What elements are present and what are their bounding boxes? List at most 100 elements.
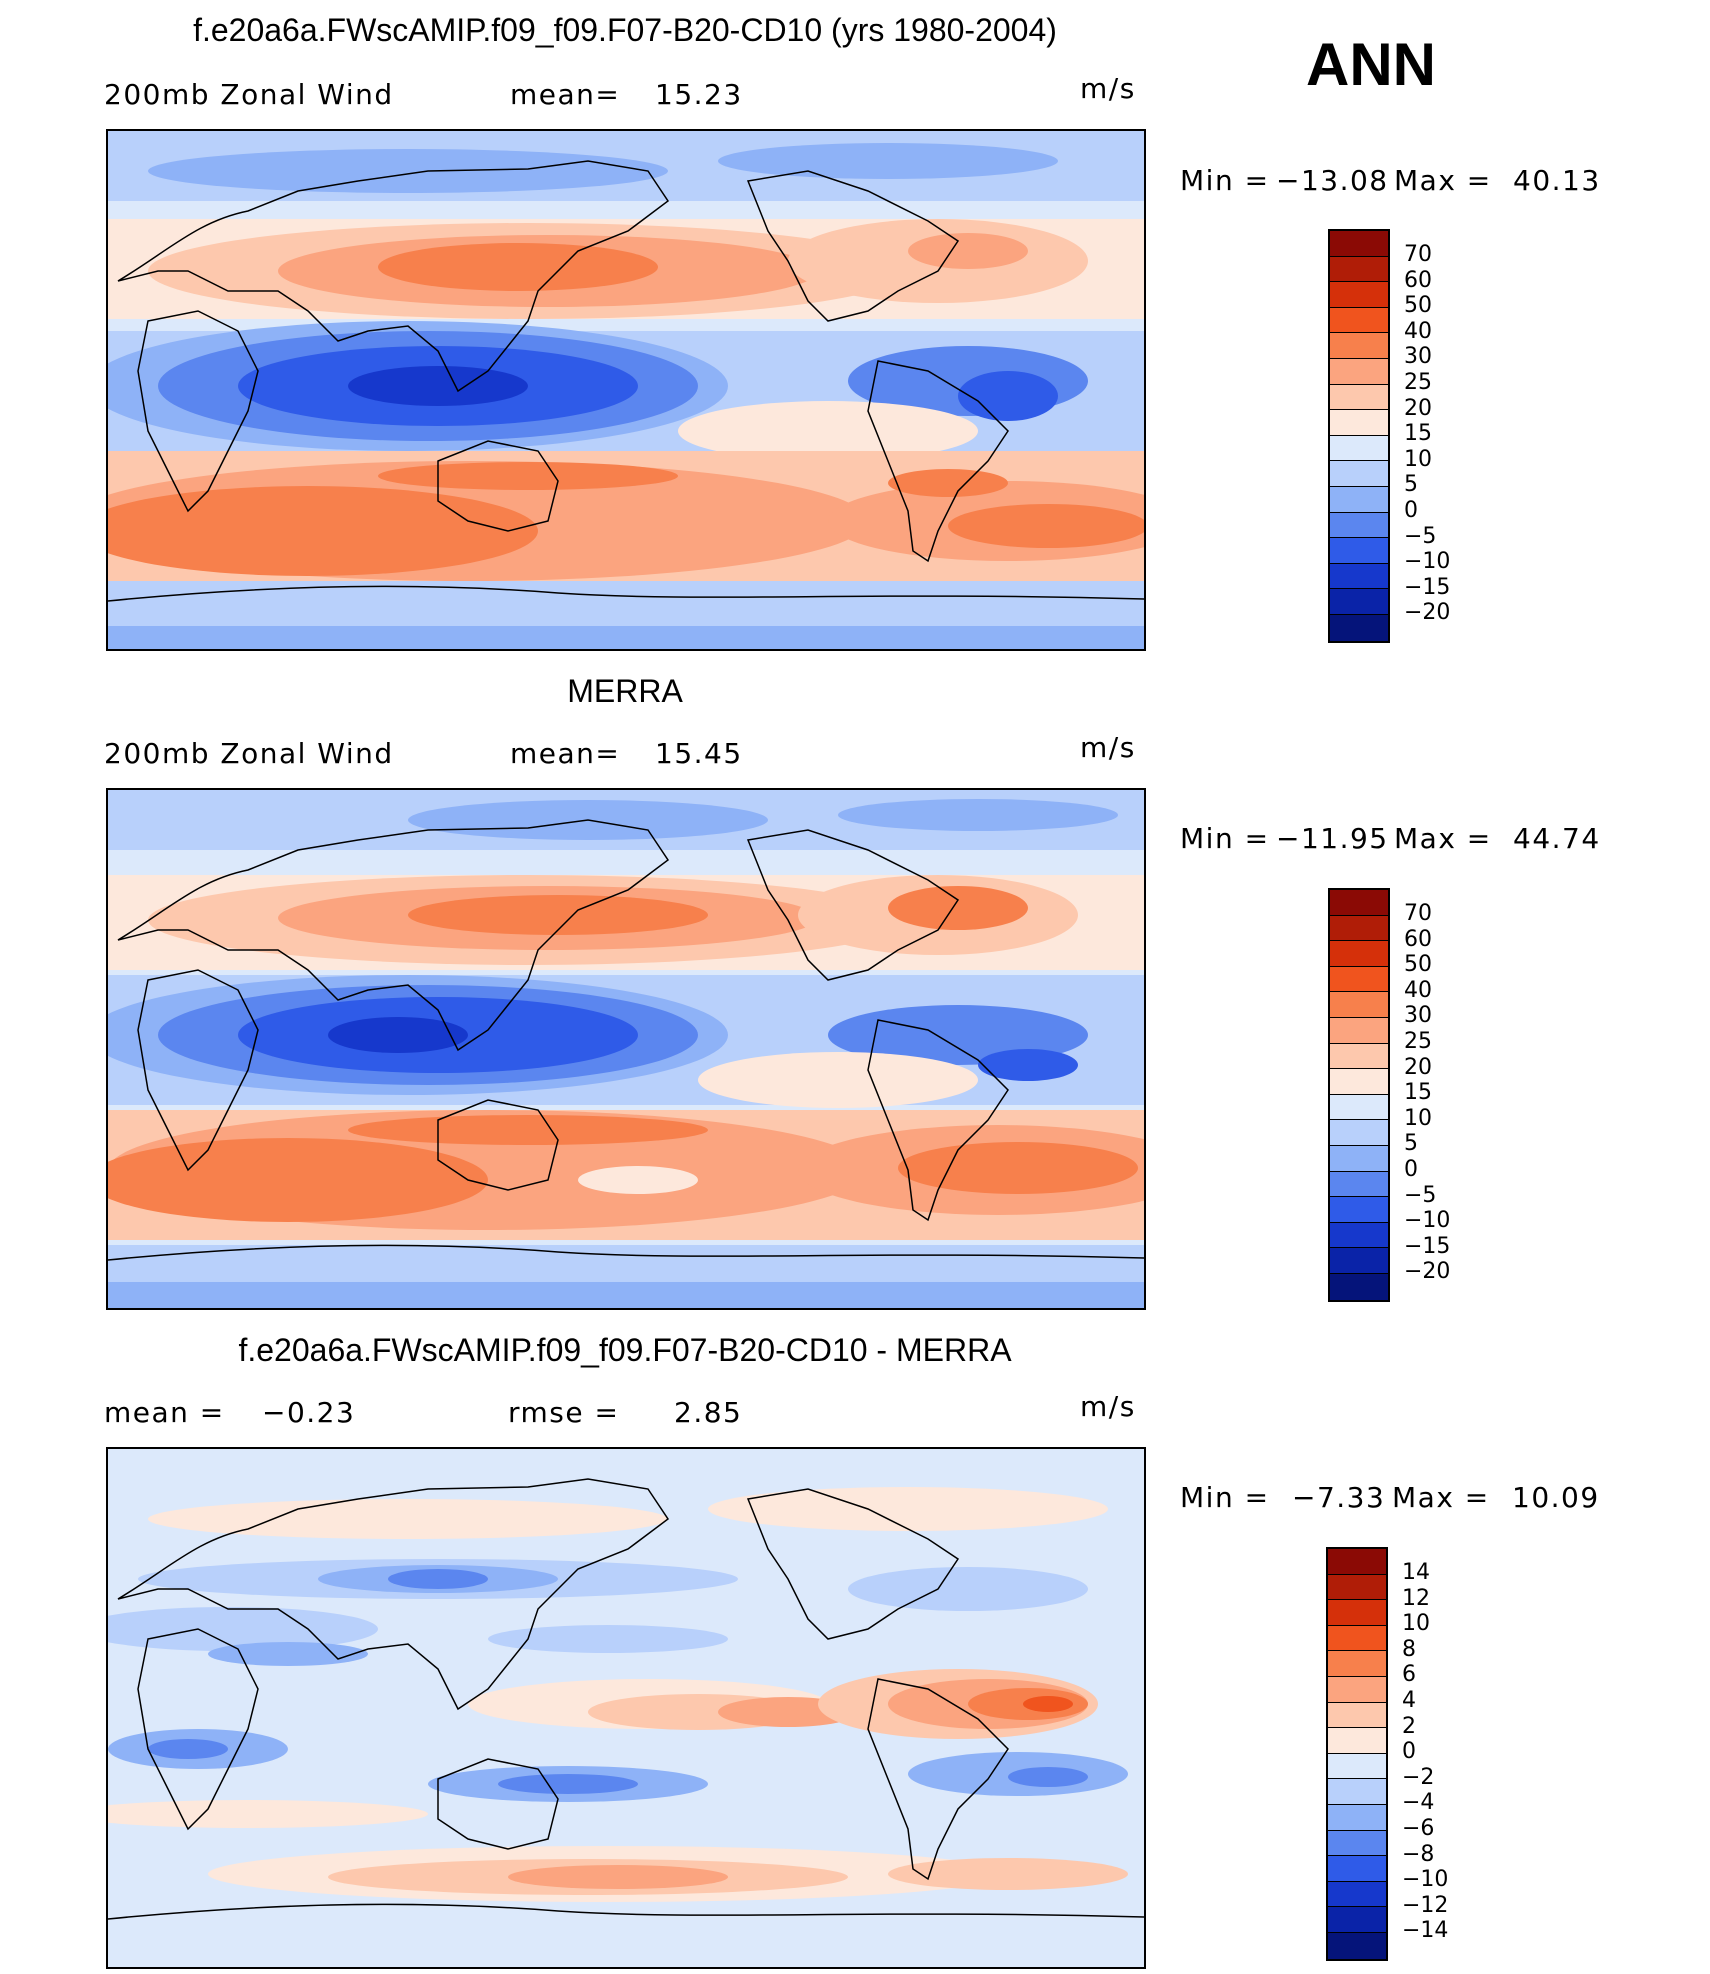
panel3-units: m/s	[1080, 1390, 1136, 1423]
colorbar-tick-label: 10	[1404, 1105, 1432, 1131]
colorbar-tick-label: 30	[1404, 1003, 1432, 1029]
panel2-mean-label: mean=	[510, 737, 621, 770]
panel2-min-value: −11.95	[1276, 822, 1389, 855]
panel1-colorbar-ticks: 70 60 50 40 30 25 20 15 10 5 0 −5 −10 −15 −20	[1404, 242, 1450, 626]
season-label: ANN	[1306, 31, 1436, 98]
colorbar-tick-label: 70	[1404, 901, 1432, 926]
colorbar-swatch	[1330, 1171, 1388, 1198]
colorbar-swatch	[1328, 1600, 1386, 1626]
colorbar-tick-label: 60	[1404, 926, 1432, 952]
colorbar-tick-label: −20	[1404, 600, 1451, 626]
colorbar-swatch	[1330, 992, 1388, 1018]
colorbar-tick-label: −20	[1404, 1259, 1451, 1285]
panel3-rmse-value: 2.85	[674, 1396, 743, 1429]
colorbar-swatch	[1328, 1728, 1386, 1754]
panel2-units: m/s	[1080, 731, 1136, 764]
colorbar-tick-label: −10	[1402, 1867, 1449, 1893]
colorbar-swatch	[1330, 1145, 1388, 1172]
panel3-min-label: Min =	[1180, 1481, 1270, 1514]
colorbar-swatch	[1328, 1856, 1386, 1882]
colorbar-tick-label: 8	[1402, 1636, 1416, 1662]
colorbar-tick-label: 15	[1404, 1080, 1432, 1106]
colorbar-swatch	[1330, 538, 1388, 564]
colorbar-swatch	[1330, 282, 1388, 308]
colorbar-tick-label: 0	[1402, 1739, 1416, 1765]
colorbar-swatch	[1328, 1702, 1386, 1729]
colorbar-tick-label: 2	[1402, 1713, 1416, 1739]
colorbar-swatch	[1328, 1779, 1386, 1805]
panel2-mean-value: 15.45	[655, 737, 743, 770]
colorbar-tick-label: −10	[1404, 1208, 1451, 1234]
colorbar-tick-label: −10	[1404, 549, 1451, 575]
colorbar-swatch	[1330, 1197, 1388, 1223]
colorbar-swatch	[1328, 1881, 1386, 1908]
panel3-min-value: −7.33	[1292, 1481, 1386, 1514]
panel3-colorbar-ticks: 14 12 10 8 6 4 2 0 −2 −4 −6 −8 −10 −12 −14	[1402, 1560, 1448, 1944]
colorbar-swatch	[1328, 1574, 1386, 1601]
colorbar-swatch	[1330, 307, 1388, 334]
panel2-contour-field	[108, 790, 1144, 1308]
colorbar-tick-label: 15	[1404, 421, 1432, 447]
colorbar-tick-label: 14	[1402, 1560, 1430, 1585]
panel1-min-label: Min =	[1180, 164, 1270, 197]
colorbar-swatch	[1328, 1676, 1386, 1703]
colorbar-tick-label: 4	[1402, 1687, 1416, 1713]
panel2-title: MERRA	[567, 673, 683, 709]
panel2-map	[106, 788, 1146, 1310]
panel1-units: m/s	[1080, 72, 1136, 105]
colorbar-swatch	[1330, 1094, 1388, 1121]
colorbar-tick-label: 20	[1404, 1054, 1432, 1080]
colorbar-swatch	[1328, 1651, 1386, 1677]
colorbar-swatch	[1330, 1248, 1388, 1274]
colorbar-swatch	[1330, 486, 1388, 513]
panel1-variable-label: 200mb Zonal Wind	[104, 78, 394, 111]
colorbar-swatch	[1328, 1804, 1386, 1831]
colorbar-tick-label: −15	[1404, 574, 1451, 600]
colorbar-tick-label: 20	[1404, 395, 1432, 421]
colorbar-tick-label: −8	[1402, 1841, 1435, 1867]
panel2-max-value: 44.74	[1513, 822, 1601, 855]
colorbar-tick-label: 40	[1404, 318, 1432, 344]
colorbar-tick-label: 10	[1404, 446, 1432, 472]
colorbar-swatch	[1330, 915, 1388, 942]
colorbar-tick-label: 60	[1404, 267, 1432, 293]
panel3-map	[106, 1447, 1146, 1969]
colorbar-tick-label: −12	[1402, 1892, 1449, 1918]
colorbar-swatch	[1330, 941, 1388, 967]
panel1-max-value: 40.13	[1513, 164, 1601, 197]
colorbar-tick-label: 12	[1402, 1585, 1430, 1611]
panel3-mean-label: mean =	[104, 1396, 225, 1429]
colorbar-tick-label: 5	[1404, 472, 1418, 498]
panel3-max-label: Max =	[1392, 1481, 1490, 1514]
panel2-colorbar	[1328, 888, 1390, 1302]
colorbar-tick-label: −6	[1402, 1815, 1435, 1841]
panel3-max-value: 10.09	[1512, 1481, 1600, 1514]
colorbar-swatch	[1328, 1932, 1386, 1959]
colorbar-swatch	[1330, 1222, 1388, 1249]
colorbar-tick-label: 6	[1402, 1662, 1416, 1688]
colorbar-swatch	[1330, 435, 1388, 462]
panel2-min-label: Min =	[1180, 822, 1270, 855]
colorbar-swatch	[1330, 966, 1388, 993]
colorbar-swatch	[1328, 1549, 1386, 1575]
panel1-map	[106, 129, 1146, 651]
colorbar-swatch	[1328, 1830, 1386, 1857]
panel3-title: f.e20a6a.FWscAMIP.f09_f09.F07-B20-CD10 -…	[238, 1332, 1012, 1368]
colorbar-tick-label: −5	[1404, 523, 1437, 549]
colorbar-swatch	[1330, 1017, 1388, 1044]
colorbar-swatch	[1330, 384, 1388, 411]
colorbar-tick-label: 25	[1404, 1028, 1432, 1054]
colorbar-swatch	[1330, 563, 1388, 590]
panel1-contour-field	[108, 131, 1144, 649]
colorbar-swatch	[1330, 410, 1388, 436]
panel2-colorbar-ticks: 70 60 50 40 30 25 20 15 10 5 0 −5 −10 −15 −20	[1404, 901, 1450, 1285]
colorbar-swatch	[1330, 1043, 1388, 1070]
colorbar-swatch	[1330, 461, 1388, 487]
colorbar-tick-label: 5	[1404, 1131, 1418, 1157]
colorbar-tick-label: −14	[1402, 1918, 1449, 1944]
colorbar-swatch	[1328, 1907, 1386, 1933]
panel3-contour-field	[108, 1449, 1144, 1967]
colorbar-swatch	[1330, 890, 1388, 916]
panel1-mean-value: 15.23	[655, 78, 743, 111]
colorbar-tick-label: −5	[1404, 1182, 1437, 1208]
